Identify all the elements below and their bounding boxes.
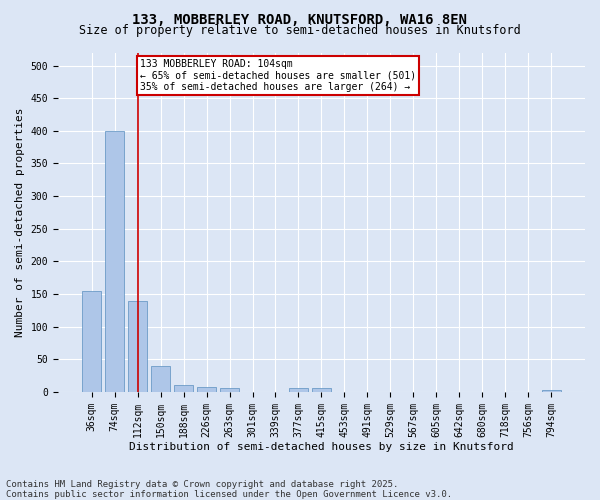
Bar — [542, 390, 561, 392]
Bar — [105, 131, 124, 392]
Text: Contains HM Land Registry data © Crown copyright and database right 2025.
Contai: Contains HM Land Registry data © Crown c… — [6, 480, 452, 499]
Bar — [82, 291, 101, 392]
Text: 133 MOBBERLEY ROAD: 104sqm
← 65% of semi-detached houses are smaller (501)
35% o: 133 MOBBERLEY ROAD: 104sqm ← 65% of semi… — [140, 59, 416, 92]
Text: Size of property relative to semi-detached houses in Knutsford: Size of property relative to semi-detach… — [79, 24, 521, 37]
Bar — [311, 388, 331, 392]
Bar — [174, 385, 193, 392]
Y-axis label: Number of semi-detached properties: Number of semi-detached properties — [15, 108, 25, 337]
Bar — [151, 366, 170, 392]
Bar — [128, 300, 148, 392]
Bar — [197, 386, 217, 392]
Text: 133, MOBBERLEY ROAD, KNUTSFORD, WA16 8EN: 133, MOBBERLEY ROAD, KNUTSFORD, WA16 8EN — [133, 12, 467, 26]
Bar — [220, 388, 239, 392]
Bar — [289, 388, 308, 392]
X-axis label: Distribution of semi-detached houses by size in Knutsford: Distribution of semi-detached houses by … — [129, 442, 514, 452]
